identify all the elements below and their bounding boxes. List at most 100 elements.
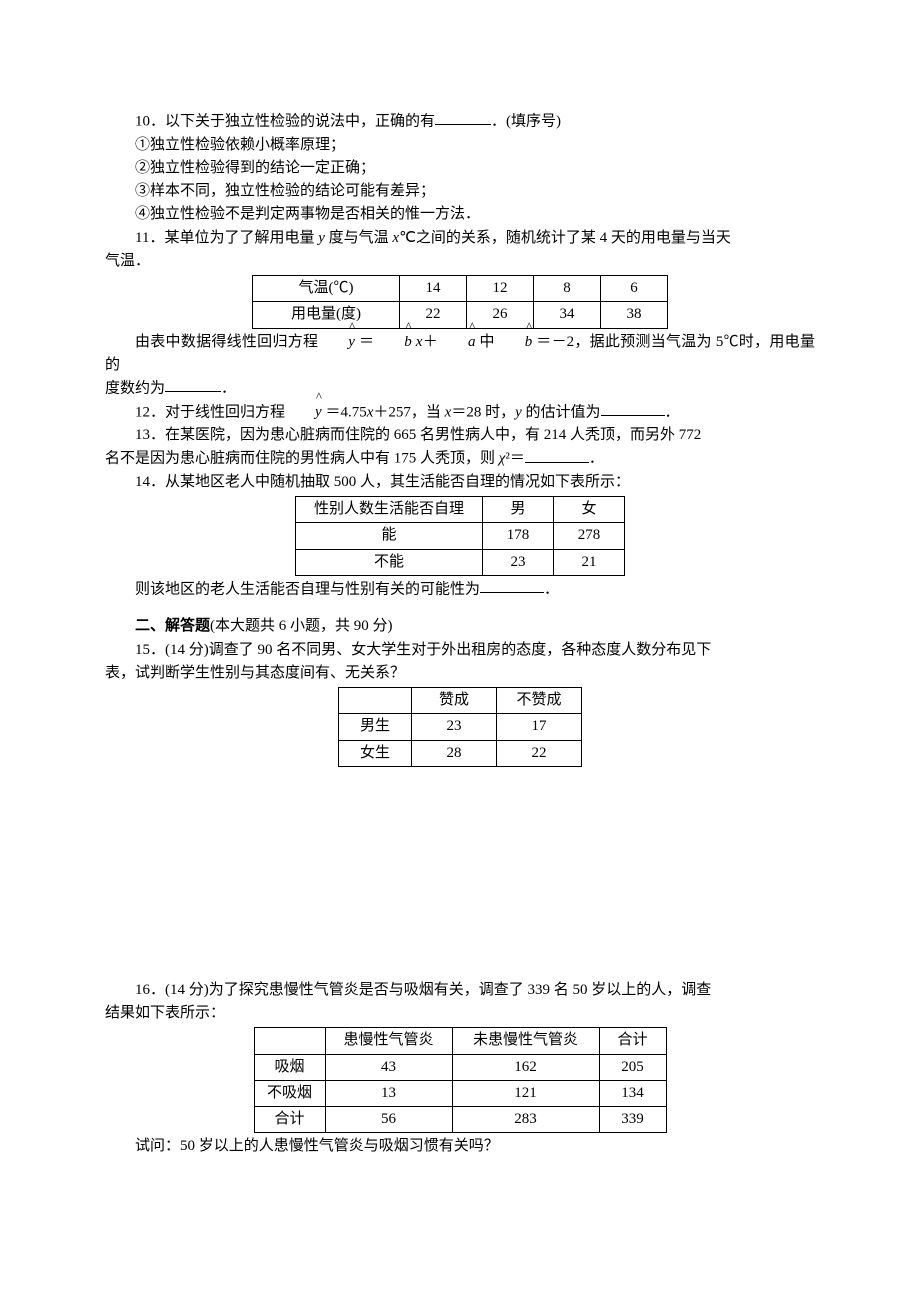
q14-tail: 则该地区的老人生活能否自理与性别有关的可能性为．: [105, 578, 815, 602]
section2-heading: 二、解答题(本大题共 6 小题，共 90 分): [105, 615, 815, 638]
section-note: (本大题共 6 小题，共 90 分): [210, 618, 393, 634]
cell: 未患慢性气管炎: [452, 1028, 599, 1054]
q10-opt1: ①独立性检验依赖小概率原理；: [105, 134, 815, 157]
blank: [165, 377, 221, 392]
cell: 43: [325, 1054, 452, 1080]
t: ＋: [422, 334, 438, 350]
t: ²＝: [505, 451, 525, 467]
t: ．: [665, 404, 680, 420]
cell: 能: [296, 523, 483, 549]
cell: 283: [452, 1107, 599, 1133]
cell: [254, 1028, 325, 1054]
t: ＝: [355, 334, 374, 350]
cell: 12: [467, 276, 534, 302]
q15-line2: 表，试判断学生性别与其态度间有、无关系？: [105, 662, 815, 685]
q10-opt4: ④独立性检验不是判定两事物是否相关的惟一方法．: [105, 203, 815, 226]
table-row: 女生 28 22: [339, 740, 582, 766]
t: 名不是因为患心脏病而住院的男性病人中有 175 人秃顶，则: [105, 451, 499, 467]
blank: [601, 401, 665, 416]
t: ＝28 时，: [451, 404, 515, 420]
table-row: 不吸烟 13 121 134: [254, 1080, 666, 1106]
t: ℃之间的关系，随机统计了某 4 天的用电量与当天: [399, 230, 731, 246]
q16-line1: 16．(14 分)为了探究患慢性气管炎是否与吸烟有关，调查了 339 名 50 …: [105, 979, 815, 1002]
table-row: 气温(℃) 14 12 8 6: [253, 276, 668, 302]
t: 则该地区的老人生活能否自理与性别有关的可能性为: [135, 581, 480, 597]
t: 中: [475, 334, 494, 350]
cell: 28: [412, 740, 497, 766]
t: 度与气温: [325, 230, 393, 246]
q10-stem: 10．以下关于独立性检验的说法中，正确的有．(填序号): [105, 110, 815, 134]
cell: 162: [452, 1054, 599, 1080]
cell: 339: [599, 1107, 666, 1133]
blank: [480, 578, 544, 593]
cell: 不赞成: [497, 688, 582, 714]
cell: 8: [534, 276, 601, 302]
var-yhat: y: [318, 331, 355, 354]
t: 11．某单位为了了解用电量: [135, 230, 318, 246]
section-title: 二、解答题: [135, 618, 210, 634]
var-y: y: [318, 230, 325, 246]
q11-line1b: 气温．: [105, 250, 815, 273]
blank: [525, 447, 589, 462]
table-row: 性别人数生活能否自理 男 女: [296, 497, 625, 523]
cell: 17: [497, 714, 582, 740]
cell: 气温(℃): [253, 276, 400, 302]
cell: 121: [452, 1080, 599, 1106]
cell: [339, 688, 412, 714]
table-row: 男生 23 17: [339, 714, 582, 740]
cell: 男生: [339, 714, 412, 740]
cell: 21: [554, 549, 625, 575]
cell: 178: [483, 523, 554, 549]
blank: [435, 110, 491, 125]
q10-opt2: ②独立性检验得到的结论一定正确；: [105, 157, 815, 180]
cell: 34: [534, 302, 601, 328]
q11-line3: 度数约为．: [105, 377, 815, 401]
table-row: 赞成 不赞成: [339, 688, 582, 714]
q16-line2: 结果如下表所示：: [105, 1002, 815, 1025]
q13-line1: 13．在某医院，因为患心脏病而住院的 665 名男性病人中，有 214 人秃顶，…: [105, 424, 815, 447]
table-row: 能 178 278: [296, 523, 625, 549]
cell: 合计: [599, 1028, 666, 1054]
spacer: [105, 601, 815, 615]
q11-line1: 11．某单位为了了解用电量 y 度与气温 x℃之间的关系，随机统计了某 4 天的…: [105, 227, 815, 250]
cell: 134: [599, 1080, 666, 1106]
q10-text: 10．以下关于独立性检验的说法中，正确的有: [135, 113, 435, 129]
table-row: 不能 23 21: [296, 549, 625, 575]
var-bhat: b: [374, 331, 412, 354]
cell: 合计: [254, 1107, 325, 1133]
var-yhat: y: [285, 401, 322, 424]
cell: 38: [601, 302, 668, 328]
table-row: 合计 56 283 339: [254, 1107, 666, 1133]
t: ＝4.75: [322, 404, 367, 420]
q11-line2: 由表中数据得线性回归方程y ＝b x＋a 中b ＝－2，据此预测当气温为 5℃时…: [105, 331, 815, 378]
q13-line2: 名不是因为患心脏病而住院的男性病人中有 175 人秃顶，则 χ²＝．: [105, 447, 815, 471]
cell: 13: [325, 1080, 452, 1106]
cell: 6: [601, 276, 668, 302]
t: 由表中数据得线性回归方程: [135, 334, 318, 350]
table-row: 患慢性气管炎 未患慢性气管炎 合计: [254, 1028, 666, 1054]
t: ．: [589, 451, 604, 467]
q16-tail: 试问：50 岁以上的人患慢性气管炎与吸烟习惯有关吗？: [105, 1135, 815, 1158]
table-row: 吸烟 43 162 205: [254, 1054, 666, 1080]
cell: 14: [400, 276, 467, 302]
var-bhat: b: [495, 331, 533, 354]
cell: 不吸烟: [254, 1080, 325, 1106]
cell: 女生: [339, 740, 412, 766]
cell: 不能: [296, 549, 483, 575]
q16-table: 患慢性气管炎 未患慢性气管炎 合计 吸烟 43 162 205 不吸烟 13 1…: [254, 1027, 667, 1133]
var-ahat: a: [438, 331, 476, 354]
t: 度数约为: [105, 380, 165, 396]
cell: 男: [483, 497, 554, 523]
t: ＋257，当: [373, 404, 444, 420]
q15-table: 赞成 不赞成 男生 23 17 女生 28 22: [338, 687, 582, 767]
t: 的估计值为: [522, 404, 601, 420]
cell: 患慢性气管炎: [325, 1028, 452, 1054]
t: 12．对于线性回归方程: [135, 404, 285, 420]
q14-table: 性别人数生活能否自理 男 女 能 178 278 不能 23 21: [295, 496, 625, 576]
cell: 吸烟: [254, 1054, 325, 1080]
spacer: [105, 769, 815, 979]
q12: 12．对于线性回归方程y ＝4.75x＋257，当 x＝28 时，y 的估计值为…: [105, 401, 815, 425]
cell: 23: [483, 549, 554, 575]
q10-opt3: ③样本不同，独立性检验的结论可能有差异；: [105, 180, 815, 203]
cell: 性别人数生活能否自理: [296, 497, 483, 523]
